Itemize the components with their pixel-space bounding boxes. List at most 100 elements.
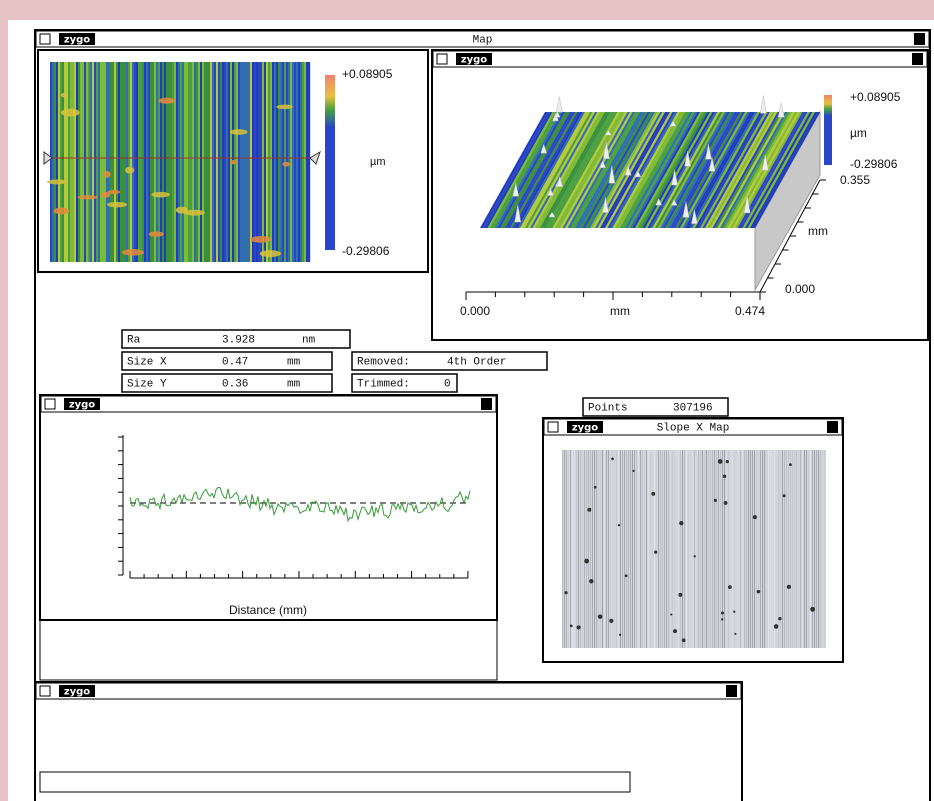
slope-defect bbox=[679, 521, 683, 525]
map-stripe bbox=[92, 62, 94, 262]
slope-stripe bbox=[784, 450, 785, 648]
slope-stripe bbox=[566, 450, 567, 648]
slope-stripe bbox=[786, 450, 787, 648]
slope-stripe bbox=[572, 450, 573, 648]
zygo-screen: zygoMap+0.08905µm-0.29806zygo+0.08905µm-… bbox=[0, 0, 934, 801]
map-spot bbox=[250, 236, 271, 243]
slope-stripe bbox=[678, 450, 679, 648]
close-button[interactable] bbox=[45, 399, 55, 409]
slope-stripe bbox=[794, 450, 795, 648]
map-stripe bbox=[290, 62, 292, 262]
slope-stripe bbox=[596, 450, 597, 648]
map-stripe bbox=[82, 62, 84, 262]
map-stripe bbox=[58, 62, 60, 262]
slope-defect bbox=[651, 492, 655, 496]
slope-stripe bbox=[668, 450, 669, 648]
colorbar bbox=[824, 95, 832, 165]
map-stripe bbox=[64, 62, 66, 262]
slope-stripe bbox=[638, 450, 639, 648]
result-text: Size X bbox=[127, 356, 167, 368]
bottom-field bbox=[40, 772, 630, 792]
map-spot bbox=[230, 160, 237, 164]
map-stripe bbox=[272, 62, 274, 262]
map-stripe bbox=[178, 62, 180, 262]
result-text: 3.928 bbox=[222, 334, 255, 346]
slope-stripe bbox=[756, 450, 757, 648]
map-stripe bbox=[222, 62, 224, 262]
slope-stripe bbox=[680, 450, 681, 648]
map-stripe bbox=[60, 62, 62, 262]
y-unit: mm bbox=[808, 224, 828, 238]
slope-stripe bbox=[672, 450, 673, 648]
map-stripe bbox=[212, 62, 214, 262]
map-stripe bbox=[264, 62, 266, 262]
slope-defect bbox=[787, 585, 791, 589]
map-stripe bbox=[252, 62, 254, 262]
slope-stripe bbox=[568, 450, 569, 648]
map-stripe bbox=[304, 62, 306, 262]
slope-stripe bbox=[752, 450, 753, 648]
slope-stripe bbox=[694, 450, 695, 648]
slope-stripe bbox=[808, 450, 809, 648]
map-stripe bbox=[148, 62, 150, 262]
map-stripe bbox=[130, 62, 132, 262]
close-button[interactable] bbox=[548, 422, 558, 432]
resize-button[interactable] bbox=[912, 53, 923, 65]
slope-stripe bbox=[666, 450, 667, 648]
slope-stripe bbox=[764, 450, 765, 648]
slope-stripe bbox=[690, 450, 691, 648]
map-stripe bbox=[100, 62, 102, 262]
slope-defect bbox=[670, 614, 672, 616]
slope-defect bbox=[564, 591, 567, 594]
map-stripe bbox=[144, 62, 146, 262]
slope-stripe bbox=[706, 450, 707, 648]
map-spot bbox=[53, 208, 69, 215]
map-spot bbox=[47, 180, 68, 185]
map-stripe bbox=[66, 62, 68, 262]
colorbar bbox=[325, 75, 335, 250]
map-stripe bbox=[240, 62, 242, 262]
y-min: 0.000 bbox=[785, 282, 815, 296]
map-stripe bbox=[104, 62, 106, 262]
map-spot bbox=[151, 192, 169, 198]
map-stripe bbox=[270, 62, 272, 262]
result-text: 0.47 bbox=[222, 356, 248, 368]
slope-stripe bbox=[686, 450, 687, 648]
map-stripe bbox=[296, 62, 298, 262]
map-stripe bbox=[138, 62, 140, 262]
slope-stripe bbox=[624, 450, 625, 648]
slope-stripe bbox=[602, 450, 603, 648]
map-stripe bbox=[202, 62, 204, 262]
slope-stripe bbox=[718, 450, 719, 648]
slope-defect bbox=[682, 638, 686, 642]
slope-stripe bbox=[586, 450, 587, 648]
close-button[interactable] bbox=[40, 34, 50, 44]
resize-button[interactable] bbox=[481, 398, 492, 410]
x-axis-label: Distance (mm) bbox=[229, 603, 307, 617]
map-stripe bbox=[126, 62, 128, 262]
map-stripe bbox=[76, 62, 78, 262]
close-button[interactable] bbox=[437, 54, 447, 64]
slope-defect bbox=[678, 593, 682, 597]
slope-stripe bbox=[748, 450, 749, 648]
slope-stripe bbox=[608, 450, 609, 648]
close-button[interactable] bbox=[40, 686, 50, 696]
slope-defect bbox=[611, 458, 614, 461]
map-stripe bbox=[74, 62, 76, 262]
map-stripe bbox=[170, 62, 172, 262]
resize-button[interactable] bbox=[914, 33, 925, 45]
map-stripe bbox=[164, 62, 166, 262]
result-text: nm bbox=[302, 334, 316, 346]
profile-window bbox=[40, 395, 497, 620]
scale-min: -0.29806 bbox=[342, 244, 390, 258]
map-stripe bbox=[114, 62, 116, 262]
resize-button[interactable] bbox=[827, 421, 838, 433]
slope-defect bbox=[753, 515, 757, 519]
slope-stripe bbox=[674, 450, 675, 648]
map-stripe bbox=[122, 62, 124, 262]
result-text: Removed: bbox=[357, 356, 410, 368]
slope-stripe bbox=[750, 450, 751, 648]
resize-button[interactable] bbox=[726, 685, 737, 697]
logo: zygo bbox=[572, 423, 598, 434]
slope-defect bbox=[810, 607, 815, 612]
